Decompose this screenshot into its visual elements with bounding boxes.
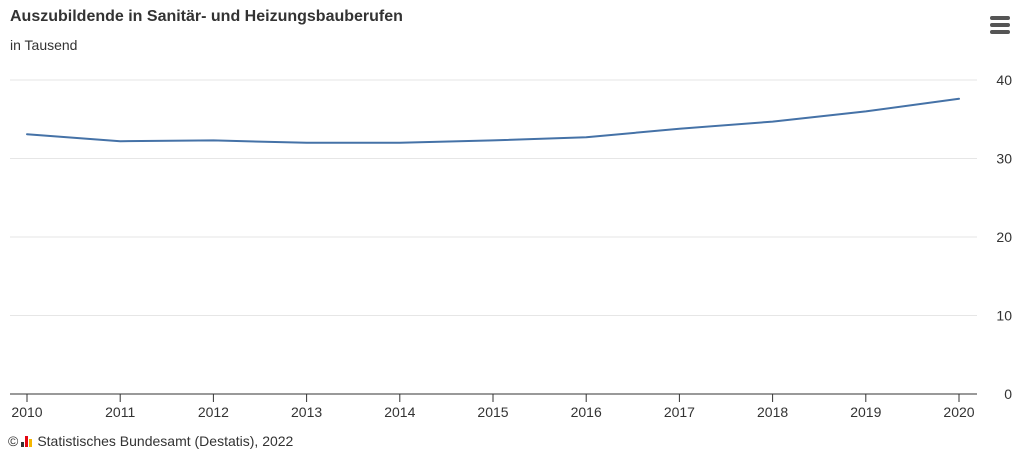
y-tick-label: 40 [996,72,1012,88]
x-tick-label: 2020 [943,404,974,420]
destatis-logo-icon [21,435,33,447]
x-tick-label: 2013 [291,404,322,420]
x-tick-label: 2014 [384,404,415,420]
series-line [26,97,960,144]
hamburger-menu-icon[interactable] [990,16,1010,34]
chart-subtitle: in Tausend [10,37,78,53]
y-tick-label: 20 [996,229,1012,245]
credit-text: Statistisches Bundesamt (Destatis), 2022 [37,433,294,449]
y-tick-label: 10 [996,308,1012,324]
x-tick-label: 2019 [850,404,881,420]
x-tick-label: 2016 [571,404,602,420]
x-tick-label: 2018 [757,404,788,420]
credit: © Statistisches Bundesamt (Destatis), 20… [8,433,293,449]
x-tick-label: 2012 [198,404,229,420]
y-tick-label: 0 [1004,386,1012,402]
chart-title: Auszubildende in Sanitär- und Heizungsba… [10,8,403,25]
x-tick-label: 2015 [477,404,508,420]
x-tick-label: 2011 [105,404,135,420]
y-tick-label: 30 [996,151,1012,167]
x-tick-label: 2017 [664,404,695,420]
x-tick-label: 2010 [11,404,42,420]
copyright-symbol: © [8,433,19,449]
